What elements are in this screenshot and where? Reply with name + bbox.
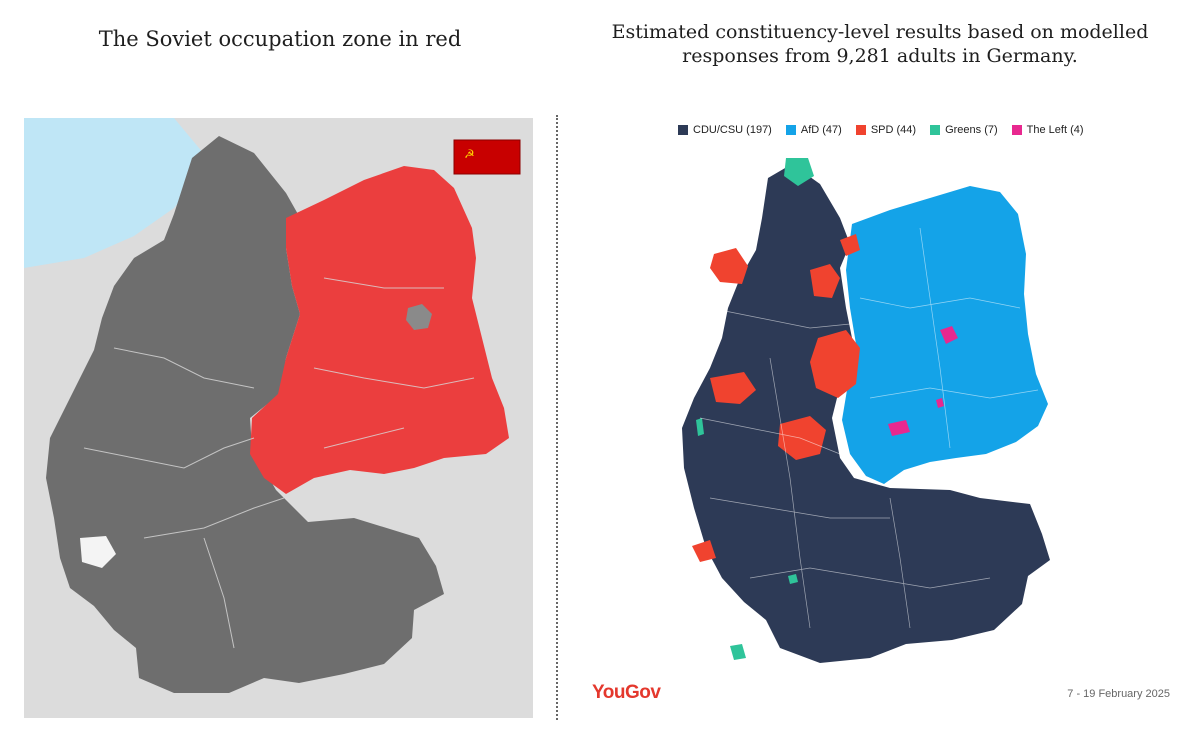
soviet-flag-icon: ☭: [453, 139, 521, 175]
survey-date: 7 - 19 February 2025: [1067, 688, 1170, 700]
yougov-logo: YouGov: [592, 682, 661, 703]
soviet-zone: [250, 166, 509, 494]
left-map-title: The Soviet occupation zone in red: [98, 27, 462, 51]
legend-swatch: [678, 125, 688, 135]
saar-area: [80, 536, 116, 568]
region-borders: [83, 277, 475, 649]
legend-item-cdu: CDU/CSU (197): [678, 124, 772, 136]
constituency-results-map: [682, 158, 1050, 663]
legend-item-afd: AfD (47): [785, 124, 842, 136]
legend-item-spd: SPD (44): [855, 124, 917, 136]
legend-swatch: [930, 125, 941, 135]
legend-swatch: [855, 125, 866, 135]
legend-label: The Left (4): [1026, 124, 1084, 136]
results-map-container: CDU/CSU (197) AfD (47) SPD (44) Greens (…: [560, 110, 1200, 720]
constituency-borders: [699, 227, 1039, 629]
left-party-regions: [888, 326, 958, 436]
left-panel: The Soviet occupation zone in red ☭: [0, 0, 556, 745]
spd-regions: [692, 234, 860, 562]
soviet-zone-map: ☭: [24, 118, 533, 718]
legend-swatch: [785, 125, 796, 135]
berlin-area: [406, 304, 432, 330]
cdu-csu-regions: [682, 164, 1050, 663]
legend-item-greens: Greens (7): [930, 124, 998, 136]
panel-divider: [556, 115, 558, 720]
legend-label: Greens (7): [945, 124, 998, 136]
west-zones: [46, 136, 444, 693]
legend-item-left: The Left (4): [1011, 124, 1084, 136]
legend-swatch: [1011, 125, 1022, 135]
right-panel: Estimated constituency-level results bas…: [560, 0, 1200, 745]
svg-text:☭: ☭: [464, 147, 475, 161]
right-map-title: Estimated constituency-level results bas…: [611, 21, 1149, 67]
legend: CDU/CSU (197) AfD (47) SPD (44) Greens (…: [678, 124, 1084, 136]
greens-regions: [696, 158, 814, 660]
legend-label: SPD (44): [870, 124, 917, 136]
legend-label: CDU/CSU (197): [693, 124, 772, 136]
legend-label: AfD (47): [800, 124, 842, 136]
